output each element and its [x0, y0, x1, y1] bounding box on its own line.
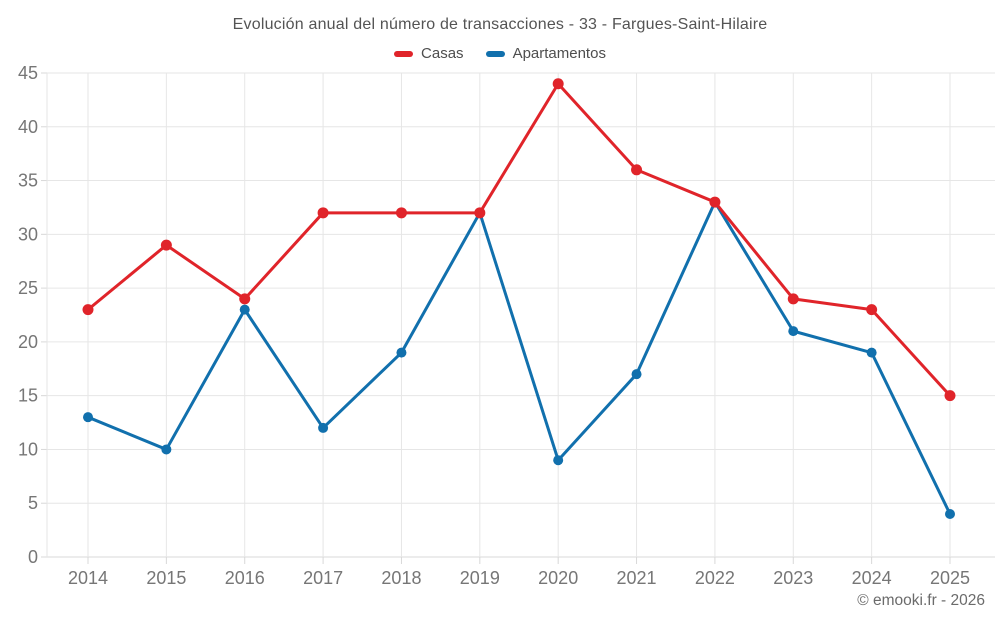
- data-point-casas[interactable]: [395, 207, 407, 219]
- data-point-apartamentos[interactable]: [553, 455, 564, 466]
- footer-credit: © emooki.fr - 2026: [857, 592, 985, 609]
- data-point-apartamentos[interactable]: [631, 369, 642, 380]
- x-axis-label: 2016: [225, 568, 265, 588]
- x-axis-label: 2024: [852, 568, 892, 588]
- x-axis-label: 2019: [460, 568, 500, 588]
- legend-item-casas[interactable]: Casas: [394, 45, 464, 62]
- legend-label-apartamentos: Apartamentos: [512, 45, 606, 62]
- y-axis-label: 10: [18, 439, 38, 459]
- legend-label-casas: Casas: [421, 45, 464, 62]
- apartamentos-legend-swatch-icon: [485, 50, 505, 57]
- series-line-casas: [86, 82, 952, 398]
- y-axis-label: 25: [18, 278, 38, 298]
- casas-legend-swatch-icon: [394, 50, 414, 57]
- data-point-apartamentos[interactable]: [788, 326, 799, 337]
- y-axis-label: 30: [18, 224, 38, 244]
- data-point-casas[interactable]: [866, 304, 878, 316]
- y-axis-label: 5: [28, 493, 38, 513]
- legend-item-apartamentos[interactable]: Apartamentos: [485, 45, 606, 62]
- chart-legend: Casas Apartamentos: [0, 45, 1000, 62]
- data-point-apartamentos[interactable]: [239, 304, 250, 315]
- x-axis-label: 2017: [303, 568, 343, 588]
- data-point-casas[interactable]: [239, 293, 251, 305]
- x-axis-label: 2021: [617, 568, 657, 588]
- y-axis-label: 0: [28, 547, 38, 567]
- data-point-apartamentos[interactable]: [161, 444, 172, 455]
- data-point-apartamentos[interactable]: [945, 508, 955, 519]
- data-point-apartamentos[interactable]: [396, 347, 407, 358]
- data-point-casas[interactable]: [82, 304, 94, 316]
- x-axis-label: 2020: [538, 568, 578, 588]
- data-point-apartamentos[interactable]: [866, 347, 877, 358]
- x-axis-label: 2022: [695, 568, 735, 588]
- x-axis-label: 2015: [146, 568, 186, 588]
- chart-title: Evolución anual del número de transaccio…: [232, 16, 768, 33]
- series-line-apartamentos: [86, 200, 952, 516]
- y-axis-label: 15: [18, 386, 38, 406]
- y-axis-label: 20: [18, 332, 38, 352]
- data-point-casas[interactable]: [709, 196, 721, 208]
- y-axis-label: 40: [18, 117, 38, 137]
- data-point-casas[interactable]: [474, 207, 486, 219]
- x-axis-label: 2018: [381, 568, 421, 588]
- x-axis-label: 2023: [773, 568, 813, 588]
- data-point-casas[interactable]: [317, 207, 329, 219]
- data-point-casas[interactable]: [631, 164, 643, 176]
- y-axis-label: 45: [18, 63, 38, 83]
- data-point-casas[interactable]: [787, 293, 799, 305]
- y-axis-label: 35: [18, 171, 38, 191]
- x-axis-label: 2014: [68, 568, 108, 588]
- data-point-apartamentos[interactable]: [83, 412, 93, 423]
- data-point-casas[interactable]: [944, 390, 956, 402]
- x-axis-label: 2025: [930, 568, 970, 588]
- data-point-apartamentos[interactable]: [318, 422, 329, 433]
- data-point-casas[interactable]: [552, 78, 564, 90]
- data-point-casas[interactable]: [160, 239, 172, 251]
